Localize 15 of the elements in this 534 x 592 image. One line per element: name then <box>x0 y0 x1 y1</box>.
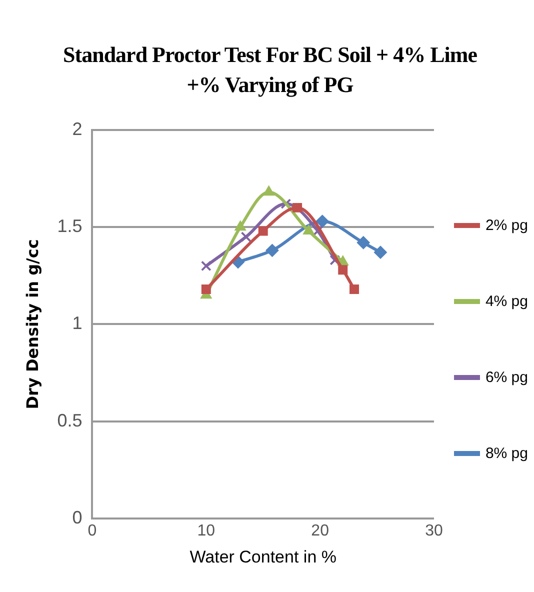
x-tick-label: 30 <box>425 522 443 540</box>
y-tick-label: 1.5 <box>57 216 82 236</box>
y-tick-label: 0.5 <box>57 410 82 430</box>
x-tick-label: 0 <box>88 522 97 540</box>
x-tick-label: 10 <box>197 522 216 540</box>
legend-label: 2% pg <box>485 216 528 234</box>
legend-label: 8% pg <box>485 444 528 462</box>
y-tick-label: 1 <box>72 313 82 334</box>
y-tick-label: 2 <box>72 118 82 139</box>
x-tick-label: 20 <box>311 522 330 540</box>
chart-title: Standard Proctor Test For BC Soil + 4% Lime +% Varying of PG <box>62 41 478 99</box>
legend-label: 4% pg <box>485 292 528 310</box>
legend-label: 6% pg <box>485 368 528 386</box>
x-axis-title: Water Content in % <box>190 547 336 566</box>
y-axis-title: Dry Density in g/cc <box>22 239 42 410</box>
